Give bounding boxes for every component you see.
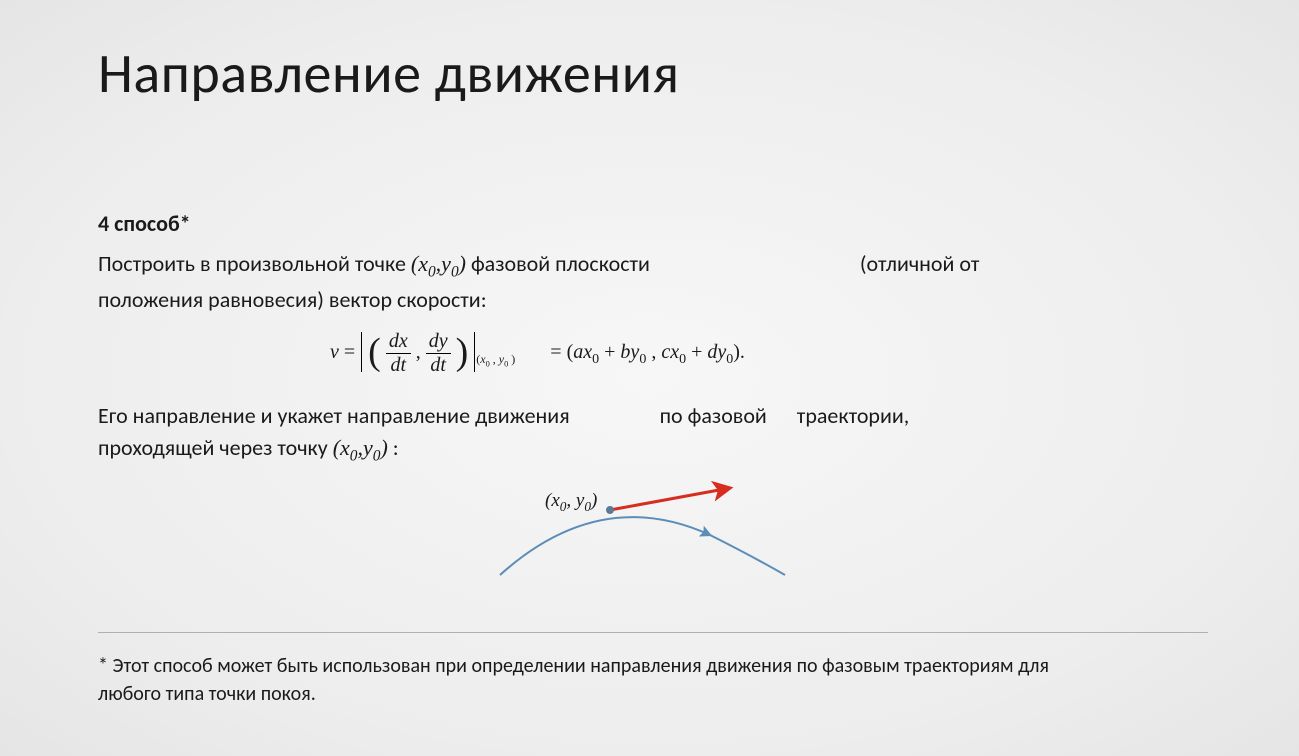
- p2-line2a: проходящей через точку: [98, 434, 333, 461]
- frac-dxdt: dx dt: [386, 330, 411, 377]
- den-dt1: dt: [386, 354, 411, 377]
- paren-close: ): [456, 333, 469, 371]
- rhs-close: ).: [733, 341, 745, 363]
- eq-sign-1: =: [344, 341, 360, 363]
- slide-title: Направление движения: [98, 40, 680, 108]
- divider-line: [98, 632, 1208, 633]
- p1-text-a: Построить в произвольной точке: [98, 250, 411, 277]
- p2-text-c: траектории,: [797, 402, 909, 429]
- frac-dydt: dy dt: [426, 330, 451, 377]
- den-dt2: dt: [426, 354, 451, 377]
- p1-line2: положения равновесия) вектор скорости:: [98, 286, 487, 313]
- trajectory-curve-tail: [710, 535, 785, 575]
- rhs-comma: ,: [646, 341, 661, 363]
- p2-point: (x0,y0): [333, 435, 388, 460]
- comma-1: ,: [416, 341, 421, 363]
- rhs-b: b: [620, 341, 630, 363]
- paragraph-1: Построить в произвольной точке (x0,y0) ф…: [98, 248, 1208, 316]
- p2-text-b: по фазовой: [660, 402, 767, 429]
- rhs-y0-1: y: [630, 341, 639, 363]
- num-dx: dx: [386, 330, 411, 354]
- var-v: v: [330, 341, 339, 363]
- rhs-y0-2: y: [717, 341, 726, 363]
- p1-text-b: фазовой плоскости: [466, 250, 650, 277]
- rhs-d: d: [707, 341, 717, 363]
- rhs-plus-2: +: [686, 341, 707, 363]
- footnote-text: * Этот способ может быть использован при…: [98, 652, 1108, 708]
- rhs-x0-2: x: [670, 341, 679, 363]
- eval-point: (x0 , y0 ): [476, 352, 515, 366]
- phase-diagram: [470, 480, 810, 590]
- p1-point: (x0,y0): [411, 251, 466, 276]
- trajectory-curve: [500, 517, 710, 575]
- p2-line2b: :: [388, 434, 399, 461]
- velocity-vector: [610, 488, 730, 510]
- eq-sign-2: =: [550, 341, 566, 363]
- num-dy: dy: [426, 330, 451, 354]
- slide: Направление движения 4 способ* Построить…: [0, 0, 1299, 756]
- rhs-a: a: [573, 341, 583, 363]
- phase-point: [606, 506, 614, 514]
- eval-bar-l1: [361, 332, 362, 372]
- rhs-x0-1: x: [583, 341, 592, 363]
- paren-open: (: [368, 333, 381, 371]
- velocity-formula: v = ( dx dt , dy dt ) (x0 , y0 ) = (ax0 …: [330, 330, 745, 377]
- rhs-c: c: [661, 341, 670, 363]
- p1-text-c: (отличной от: [860, 250, 979, 277]
- paragraph-2: Его направление и укажет направление дви…: [98, 400, 1208, 468]
- eval-bar-r1: [474, 332, 475, 372]
- rhs-plus-1: +: [599, 341, 620, 363]
- method-label: 4 способ*: [98, 210, 191, 237]
- p2-text-a: Его направление и укажет направление дви…: [98, 402, 570, 429]
